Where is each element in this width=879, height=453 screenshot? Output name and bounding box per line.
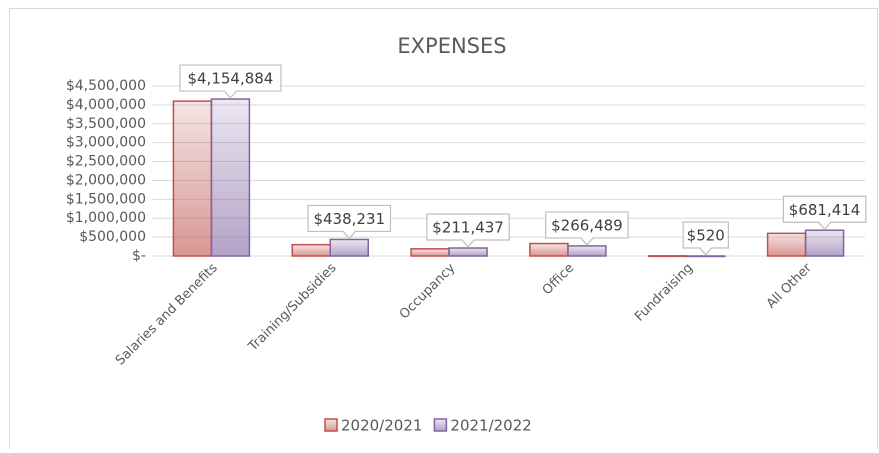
- legend-swatch: [325, 419, 337, 431]
- bar: [411, 249, 449, 256]
- data-label: $520: [687, 226, 725, 244]
- bar: [292, 245, 330, 256]
- y-tick-label: $-: [132, 248, 146, 264]
- bar: [768, 233, 806, 256]
- data-label: $681,414: [789, 201, 861, 219]
- y-tick-label: $1,500,000: [66, 191, 146, 207]
- y-tick-label: $3,500,000: [66, 116, 146, 132]
- y-tick-label: $500,000: [79, 229, 146, 245]
- chart-title: EXPENSES: [397, 34, 506, 58]
- bar: [173, 101, 211, 256]
- bar: [330, 239, 368, 256]
- data-label: $266,489: [551, 216, 623, 234]
- legend-swatch: [434, 419, 446, 431]
- data-label: $438,231: [313, 210, 385, 228]
- bar: [449, 248, 487, 256]
- data-label: $4,154,884: [187, 70, 273, 88]
- legend-label: 2020/2021: [341, 417, 422, 435]
- y-tick-label: $3,000,000: [66, 135, 146, 151]
- y-tick-label: $2,000,000: [66, 172, 146, 188]
- y-tick-label: $2,500,000: [66, 154, 146, 170]
- bar: [211, 99, 249, 256]
- bar: [530, 244, 568, 256]
- legend-label: 2021/2022: [450, 417, 531, 435]
- y-tick-label: $1,000,000: [66, 210, 146, 226]
- y-tick-label: $4,500,000: [66, 78, 146, 94]
- data-label: $211,437: [432, 219, 504, 237]
- bar: [568, 246, 606, 256]
- bar: [806, 230, 844, 256]
- y-tick-label: $4,000,000: [66, 97, 146, 113]
